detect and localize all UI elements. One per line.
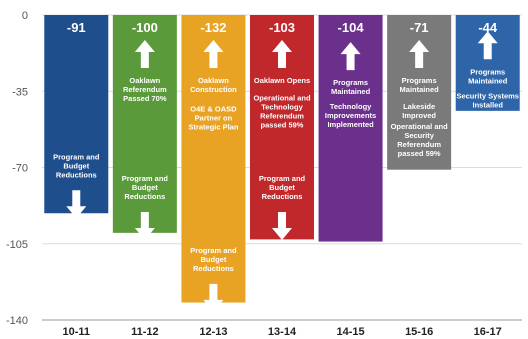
x-tick-label: 10-11 [63, 326, 91, 338]
x-tick-label: 11-12 [131, 326, 159, 338]
arrow-down-icon [203, 283, 224, 312]
annotation-text: Improved [402, 111, 436, 120]
annotation-text: Program and [122, 174, 169, 183]
annotation-text: Program and [190, 246, 237, 255]
annotation-text: Budget [63, 161, 89, 170]
bar-value-label: -91 [67, 20, 86, 35]
annotation-text: Maintained [468, 76, 508, 85]
annotation-text: Construction [190, 85, 237, 94]
annotation-text: passed 59% [398, 149, 441, 158]
annotation-text: Reductions [193, 264, 234, 273]
annotation-text: Programs [470, 67, 505, 76]
annotation-text: Oaklawn Opens [254, 76, 310, 85]
annotation-text: Strategic Plan [188, 122, 238, 131]
annotation-text: Oaklawn [198, 76, 229, 85]
arrow-up-icon [134, 40, 155, 68]
annotation-text: Program and [259, 174, 306, 183]
bar-value-label: -71 [410, 20, 429, 35]
annotation-text: Technology [330, 102, 372, 111]
arrow-up-icon [203, 40, 224, 68]
bar-value-label: -100 [132, 20, 158, 35]
annotation-text: Implemented [327, 120, 374, 129]
annotation-text: Referendum [123, 85, 167, 94]
annotation-text: Maintained [400, 85, 440, 94]
bar-value-label: -104 [338, 20, 365, 35]
arrow-up-icon [409, 40, 430, 68]
arrow-down-icon [66, 190, 87, 219]
annotation-text: Installed [472, 100, 503, 109]
annotation-text: Operational and [391, 122, 449, 131]
annotation-text: Security Systems [456, 91, 519, 100]
x-axis-ticks: 10-11 11-12 12-13 13-14 14-15 15-16 16-17 [42, 319, 522, 338]
y-tick-label: -70 [12, 163, 28, 175]
annotation-text: Security [404, 131, 434, 140]
annotation-text: Programs [333, 78, 368, 87]
annotation-text: Operational and [253, 93, 311, 102]
annotation-text: Improvements [325, 111, 376, 120]
y-tick-label: -105 [6, 239, 28, 251]
bar-value-label: -103 [269, 20, 295, 35]
x-tick-label: 15-16 [405, 326, 433, 338]
x-tick-label: 13-14 [268, 326, 297, 338]
annotation-text: Technology [261, 102, 303, 111]
arrow-up-icon [340, 42, 361, 71]
x-tick-label: 16-17 [474, 326, 502, 338]
annotation-text: O4E & OASD [190, 104, 237, 113]
x-tick-label: 14-15 [337, 326, 365, 338]
y-tick-label: -140 [6, 315, 28, 327]
arrow-up-icon [272, 40, 292, 68]
annotation-text: Reductions [124, 192, 165, 201]
annotation-text: Budget [269, 183, 295, 192]
bar [44, 15, 109, 214]
bar-value-label: -132 [200, 20, 226, 35]
bar-value-label: -44 [478, 20, 498, 35]
annotation-text: passed 59% [261, 120, 304, 129]
annotation-text: Budget [201, 255, 227, 264]
annotation-text: Referendum [397, 140, 441, 149]
bar [455, 15, 520, 111]
y-tick-label: 0 [22, 10, 28, 22]
annotation-text: Reductions [56, 170, 97, 179]
annotation-text: Lakeside [403, 102, 435, 111]
annotation-text: Referendum [260, 111, 304, 120]
annotation-text: Program and [53, 152, 100, 161]
annotation-text: Programs [402, 76, 437, 85]
y-axis-ticks: 0 -35 -70 -105 -140 [6, 10, 28, 327]
arrow-down-icon [134, 212, 155, 241]
arrow-down-icon [272, 212, 292, 241]
annotation-text: Maintained [331, 87, 371, 96]
annotation-text: Passed 70% [123, 94, 167, 103]
y-tick-label: -35 [12, 86, 28, 98]
annotation-text: Budget [132, 183, 158, 192]
annotation-text: Partner on [195, 113, 233, 122]
annotation-text: Oaklawn [129, 76, 160, 85]
annotation-text: Reductions [262, 192, 303, 201]
arrow-up-icon [477, 31, 498, 60]
x-tick-label: 12-13 [199, 326, 227, 338]
bar-group: -103 Oaklawn Opens Operational andTechnolo… [250, 15, 314, 241]
